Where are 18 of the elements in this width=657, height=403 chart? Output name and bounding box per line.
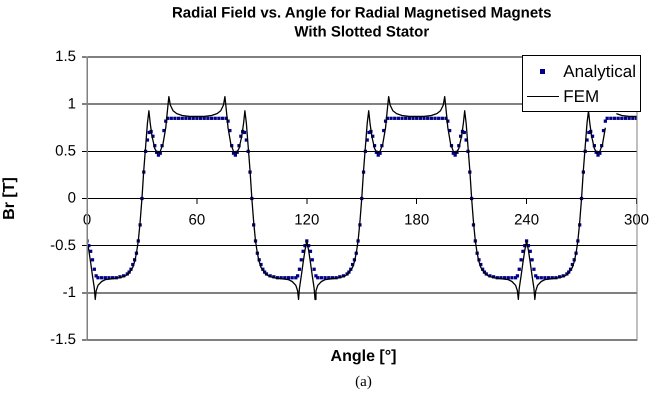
y-tick-label: 1.5 — [55, 48, 76, 66]
x-tick-label: 60 — [188, 212, 206, 229]
legend-label: Analytical — [563, 61, 636, 83]
x-axis-title: Angle [°] — [330, 348, 398, 366]
x-tick-label: 240 — [514, 212, 540, 229]
y-tick-label: -1.5 — [50, 331, 76, 348]
x-tick-label: 120 — [294, 212, 320, 229]
text: (a) — [354, 374, 373, 391]
legend-label: FEM — [563, 86, 600, 108]
y-tick-label: 0 — [68, 190, 76, 207]
y-tick-label: -0.5 — [50, 236, 76, 254]
y-axis-title: Br [T] — [1, 177, 18, 220]
x-tick-label: 180 — [404, 212, 430, 229]
x-tick-label: 300 — [624, 212, 649, 229]
y-tick-label: -1 — [62, 284, 76, 301]
chart-title: Radial Field vs. Angle for Radial Magnetised Magnets With Slotted Stator — [172, 4, 552, 41]
y-tick-label: 1 — [68, 95, 76, 112]
y-tick-label: 0.5 — [55, 142, 76, 160]
